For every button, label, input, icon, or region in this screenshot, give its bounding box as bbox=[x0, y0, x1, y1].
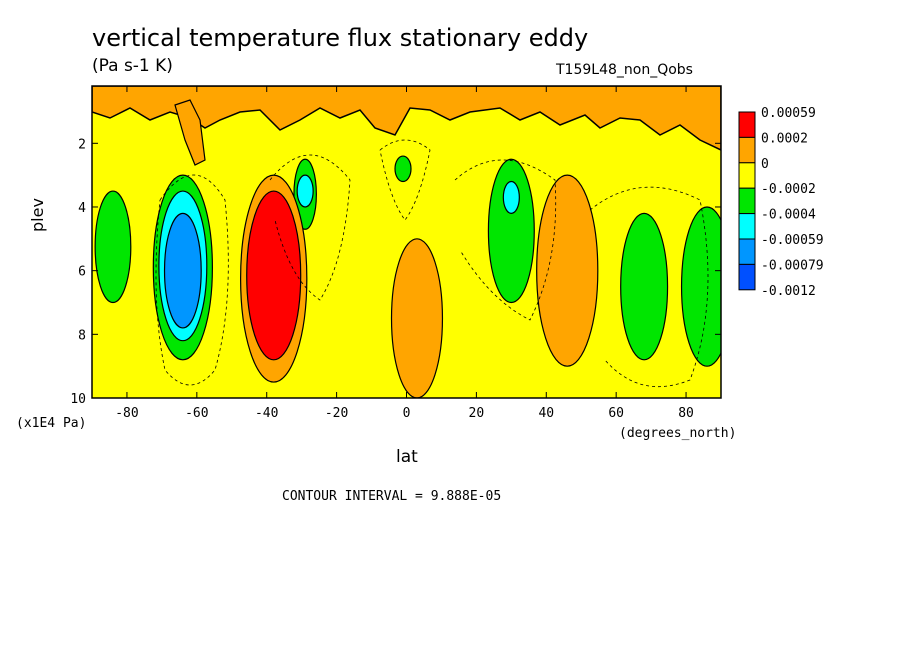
x-axis-units: (degrees_north) bbox=[619, 426, 737, 441]
colorbar-label: -0.00079 bbox=[761, 258, 824, 273]
orange-blob-mid-left bbox=[174, 99, 206, 166]
colorbar-label: 0 bbox=[761, 157, 769, 172]
contour-interval: CONTOUR INTERVAL = 9.888E-05 bbox=[282, 489, 502, 504]
colorbar-swatch bbox=[738, 187, 756, 215]
run-label: T159L48_non_Qobs bbox=[556, 62, 693, 78]
contour-region-8 bbox=[394, 155, 412, 183]
colorbar-legend: 0.00059 0.0002 0 -0.0002 -0.0004 -0.00059 -0.0… bbox=[738, 106, 824, 299]
contour-lines bbox=[155, 139, 709, 388]
colorbar-swatch bbox=[738, 162, 756, 189]
colorbar-label: 0.00059 bbox=[761, 106, 816, 121]
colorbar-swatch bbox=[738, 238, 756, 265]
contour-region-5 bbox=[296, 174, 314, 208]
x-tick-label: -60 bbox=[185, 406, 208, 421]
x-tick-label: 20 bbox=[469, 406, 485, 421]
y-tick-label: 2 bbox=[78, 137, 86, 152]
y-tick-label: 10 bbox=[70, 392, 86, 407]
colorbar-label: 0.0002 bbox=[761, 131, 808, 146]
contour-region-12 bbox=[536, 174, 599, 367]
x-axis-label: lat bbox=[396, 447, 418, 467]
colorbar-label: -0.0002 bbox=[761, 182, 816, 197]
contour-region-11 bbox=[502, 180, 520, 214]
y-ticks: 2 4 6 8 10 bbox=[70, 137, 721, 407]
contour-region-13 bbox=[620, 212, 669, 361]
colorbar-swatch bbox=[738, 111, 756, 138]
colorbar-swatch bbox=[738, 136, 756, 164]
x-tick-label: 60 bbox=[608, 406, 624, 421]
contour-region-7 bbox=[246, 190, 302, 361]
x-tick-label: 80 bbox=[678, 406, 694, 421]
y-tick-label: 6 bbox=[78, 265, 86, 280]
contour-region-9 bbox=[390, 238, 444, 398]
dashed-contour bbox=[454, 159, 557, 321]
colorbar-label: -0.00059 bbox=[761, 233, 824, 248]
contour-features bbox=[94, 155, 721, 398]
x-tick-label: 40 bbox=[538, 406, 554, 421]
y-tick-label: 4 bbox=[78, 201, 86, 216]
contour-region-14 bbox=[680, 206, 721, 367]
contour-region-0 bbox=[94, 190, 132, 304]
colorbar-label: -0.0012 bbox=[761, 284, 816, 299]
colorbar-swatch bbox=[738, 213, 756, 240]
y-tick-label: 8 bbox=[78, 328, 86, 343]
x-ticks: -80 -60 -40 -20 0 20 40 60 80 bbox=[115, 86, 694, 421]
contour-region-3 bbox=[163, 212, 202, 329]
x-tick-label: -80 bbox=[115, 406, 138, 421]
dashed-contour bbox=[379, 139, 431, 221]
x-tick-label: 0 bbox=[403, 406, 411, 421]
x-tick-label: -20 bbox=[325, 406, 348, 421]
colorbar-label: -0.0004 bbox=[761, 208, 816, 223]
x-tick-label: -40 bbox=[255, 406, 278, 421]
colorbar-swatch bbox=[738, 263, 756, 291]
dashed-contour bbox=[589, 186, 709, 388]
y-axis-units: (x1E4 Pa) bbox=[16, 416, 87, 431]
dashed-contour bbox=[269, 154, 351, 301]
chart-title: vertical temperature flux stationary edd… bbox=[92, 24, 589, 52]
chart-units: (Pa s-1 K) bbox=[92, 56, 173, 76]
contour-region-10 bbox=[487, 158, 535, 304]
dashed-contour bbox=[155, 174, 229, 386]
